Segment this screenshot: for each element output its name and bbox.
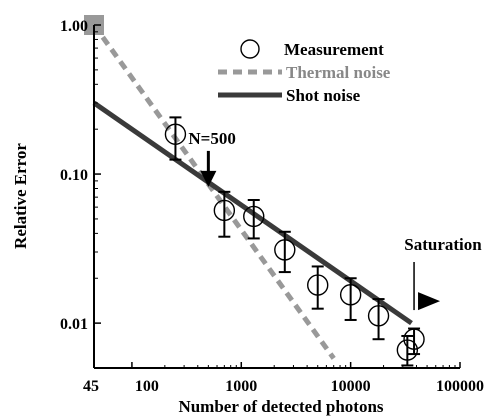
measurement-point bbox=[307, 274, 329, 296]
shot-noise-line bbox=[92, 100, 413, 326]
y-tick-label: 1.00 bbox=[60, 18, 88, 35]
x-tick-label: 100000 bbox=[436, 378, 484, 395]
legend-label-measurement: Measurement bbox=[284, 40, 384, 59]
n500-arrow-head bbox=[200, 170, 217, 187]
legend-marker-measurement bbox=[240, 39, 260, 59]
measurement-point bbox=[243, 205, 265, 228]
legend-label-shot: Shot noise bbox=[286, 86, 361, 105]
x-tick-label: 100 bbox=[135, 378, 159, 395]
y-tick-label: 0.01 bbox=[60, 316, 88, 333]
x-tick-label: 45 bbox=[83, 378, 99, 395]
y-tick-label: 0.10 bbox=[60, 167, 88, 184]
n500-label: N=500 bbox=[188, 129, 235, 148]
measurement-point bbox=[339, 284, 362, 306]
x-tick-label: 1000 bbox=[225, 378, 257, 395]
saturation-label: Saturation bbox=[404, 235, 482, 254]
measurement-point bbox=[164, 123, 187, 145]
x-axis-label: Number of detected photons bbox=[178, 397, 383, 416]
thermal-noise-line bbox=[91, 23, 336, 360]
measurement-point bbox=[213, 199, 236, 222]
saturation-triangle bbox=[418, 292, 441, 311]
measurement-point bbox=[403, 328, 425, 350]
legend-label-thermal: Thermal noise bbox=[286, 63, 391, 82]
measurement-point bbox=[274, 239, 296, 261]
measurement-point bbox=[396, 339, 419, 361]
measurement-point bbox=[367, 305, 390, 327]
x-tick-label: 10000 bbox=[331, 378, 371, 395]
y-axis-label: Relative Error bbox=[11, 143, 30, 249]
